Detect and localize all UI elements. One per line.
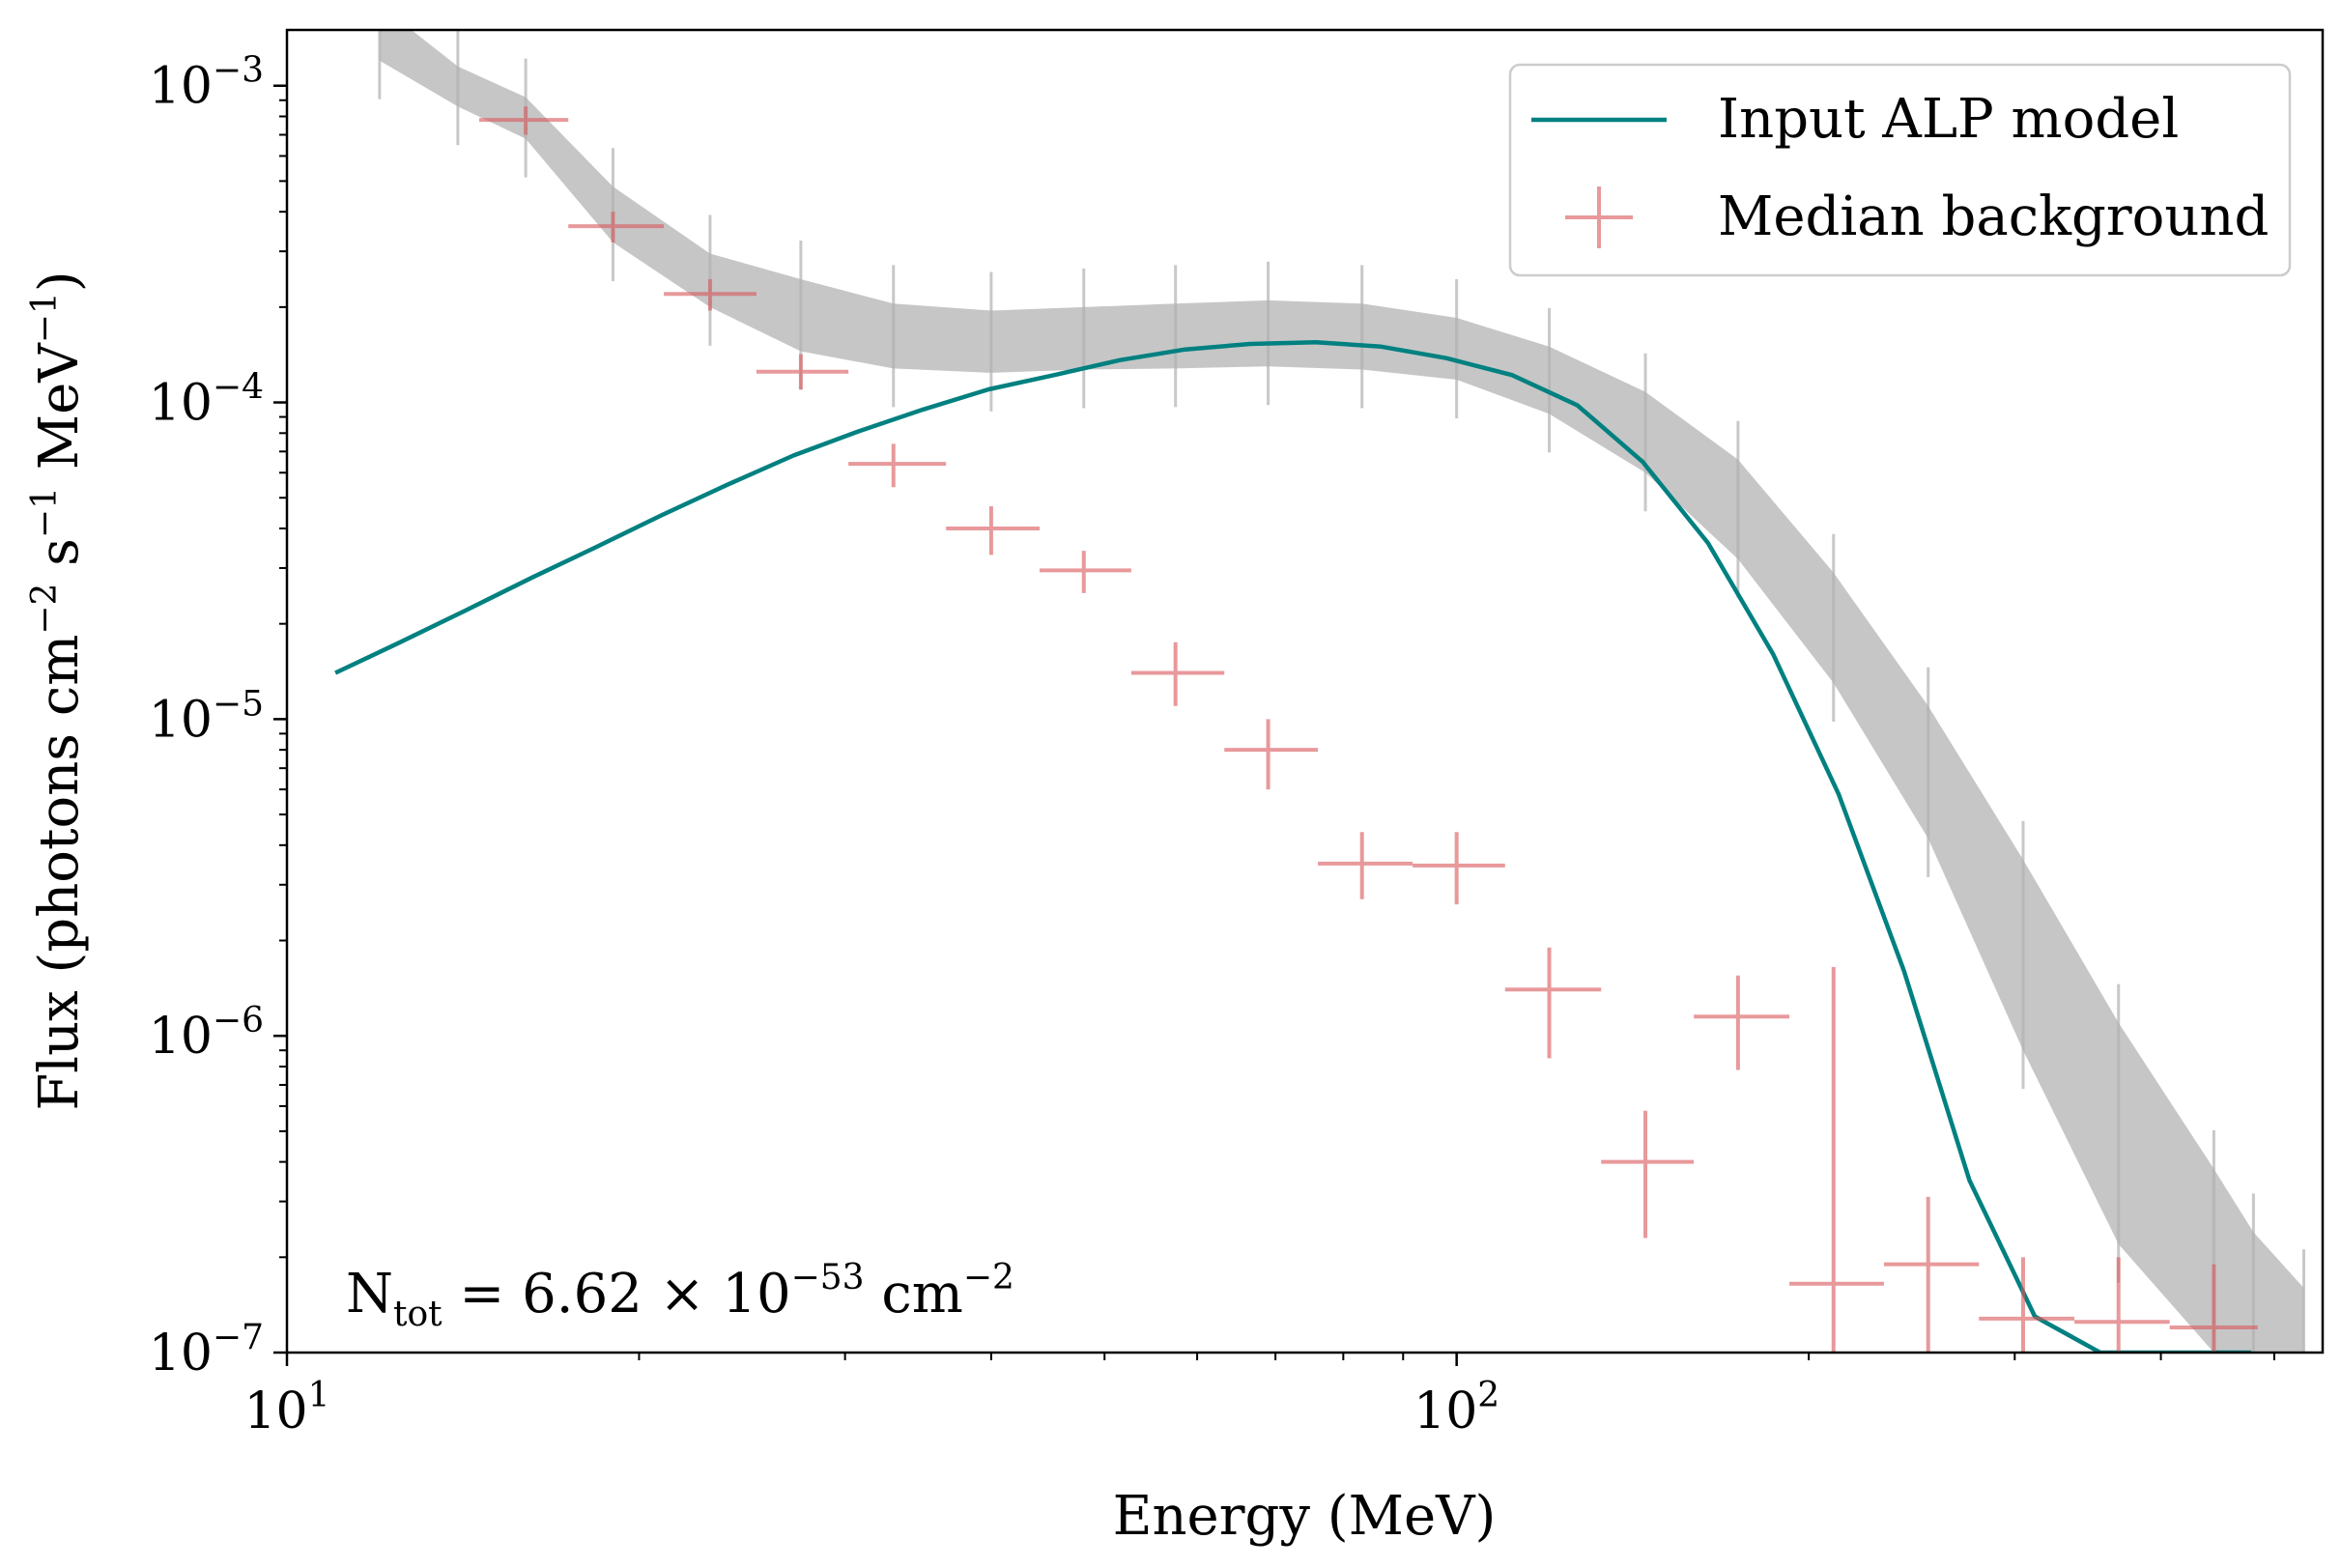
background-point xyxy=(1883,1196,1980,1353)
background-point xyxy=(1413,832,1505,905)
annotation-exp2: −2 xyxy=(963,1258,1014,1297)
x-tick-label-base: 10 xyxy=(1413,1383,1477,1440)
y-tick-label-exp: −3 xyxy=(213,51,264,91)
legend-model-label: Input ALP model xyxy=(1718,88,2179,151)
legend-background-label: Median background xyxy=(1718,185,2269,248)
model-curve xyxy=(334,339,2252,1353)
annotation-base: N xyxy=(346,1263,393,1326)
y-axis-title-exp3: −1 xyxy=(25,292,65,343)
legend: Input ALP model Median background xyxy=(1508,63,2292,277)
background-point xyxy=(1979,1257,2075,1353)
y-tick-label-base: 10 xyxy=(149,691,213,749)
y-axis-title-mid2: MeV xyxy=(28,342,91,487)
x-tick-label: 101 xyxy=(243,1376,329,1440)
background-point xyxy=(568,212,665,242)
background-point xyxy=(946,506,1041,556)
realization-band-area xyxy=(379,30,2304,1353)
y-axis-title: Flux (photons cm−2 s−1 MeV−1) xyxy=(25,271,91,1110)
y-axis-ticks: 10−710−610−510−410−3 xyxy=(149,51,287,1383)
axes-frame xyxy=(285,28,2325,1354)
annotation-ntot: Ntot = 6.62 × 10−53 cm−2 xyxy=(346,1258,1014,1334)
background-point xyxy=(1040,551,1131,593)
y-tick-label: 10−6 xyxy=(149,1001,264,1066)
annotation-text1: = 6.62 × 10 xyxy=(443,1263,791,1326)
x-axis-title: Energy (MeV) xyxy=(1113,1485,1497,1548)
annotation-text2: cm xyxy=(865,1263,963,1326)
y-tick-label: 10−3 xyxy=(149,51,264,116)
y-axis-title-exp2: −1 xyxy=(25,487,65,538)
y-tick-label-base: 10 xyxy=(149,58,213,116)
x-tick-label: 102 xyxy=(1413,1376,1499,1440)
background-point xyxy=(1130,641,1225,706)
background-point xyxy=(1694,975,1790,1070)
y-tick-label-base: 10 xyxy=(149,1325,213,1383)
y-tick-label-exp: −7 xyxy=(213,1318,264,1357)
y-tick-label-base: 10 xyxy=(149,375,213,433)
background-point xyxy=(478,106,569,135)
model-curve-layer xyxy=(334,339,2252,1353)
y-axis-title-suffix: ) xyxy=(28,271,91,292)
y-axis-title-mid1: s xyxy=(28,538,91,584)
background-point xyxy=(2074,1257,2170,1353)
annotation-exp: −53 xyxy=(791,1258,865,1297)
x-axis-ticks: 101 102 xyxy=(243,1353,2275,1440)
legend-background-swatch xyxy=(1565,186,1633,248)
y-tick-label-exp: −4 xyxy=(213,368,264,408)
x-tick-label-base: 10 xyxy=(243,1383,307,1440)
x-tick-label-exp: 2 xyxy=(1477,1376,1499,1415)
x-tick-label-exp: 1 xyxy=(308,1376,330,1415)
plot-area xyxy=(334,30,2306,1353)
annotation-sub: tot xyxy=(393,1295,443,1334)
realization-band xyxy=(378,30,2306,1353)
background-point xyxy=(2169,1264,2258,1353)
background-point xyxy=(1224,719,1319,790)
y-tick-label-exp: −6 xyxy=(213,1001,264,1041)
y-axis-title-prefix: Flux (photons cm xyxy=(28,635,91,1111)
background-point xyxy=(1601,1110,1695,1239)
y-axis-title-exp1: −2 xyxy=(25,584,65,635)
y-tick-label: 10−4 xyxy=(149,368,264,433)
y-tick-label-exp: −5 xyxy=(213,684,264,724)
background-point xyxy=(848,443,947,488)
background-point xyxy=(1789,966,1884,1353)
background-point xyxy=(1318,832,1413,899)
legend-box xyxy=(1508,63,2292,277)
y-tick-label: 10−5 xyxy=(149,684,264,749)
background-point xyxy=(664,278,757,311)
y-tick-label-base: 10 xyxy=(149,1008,213,1066)
y-tick-label: 10−7 xyxy=(149,1318,264,1383)
background-errorbars xyxy=(478,106,2258,1353)
background-point xyxy=(756,354,849,389)
background-point xyxy=(1504,947,1602,1059)
